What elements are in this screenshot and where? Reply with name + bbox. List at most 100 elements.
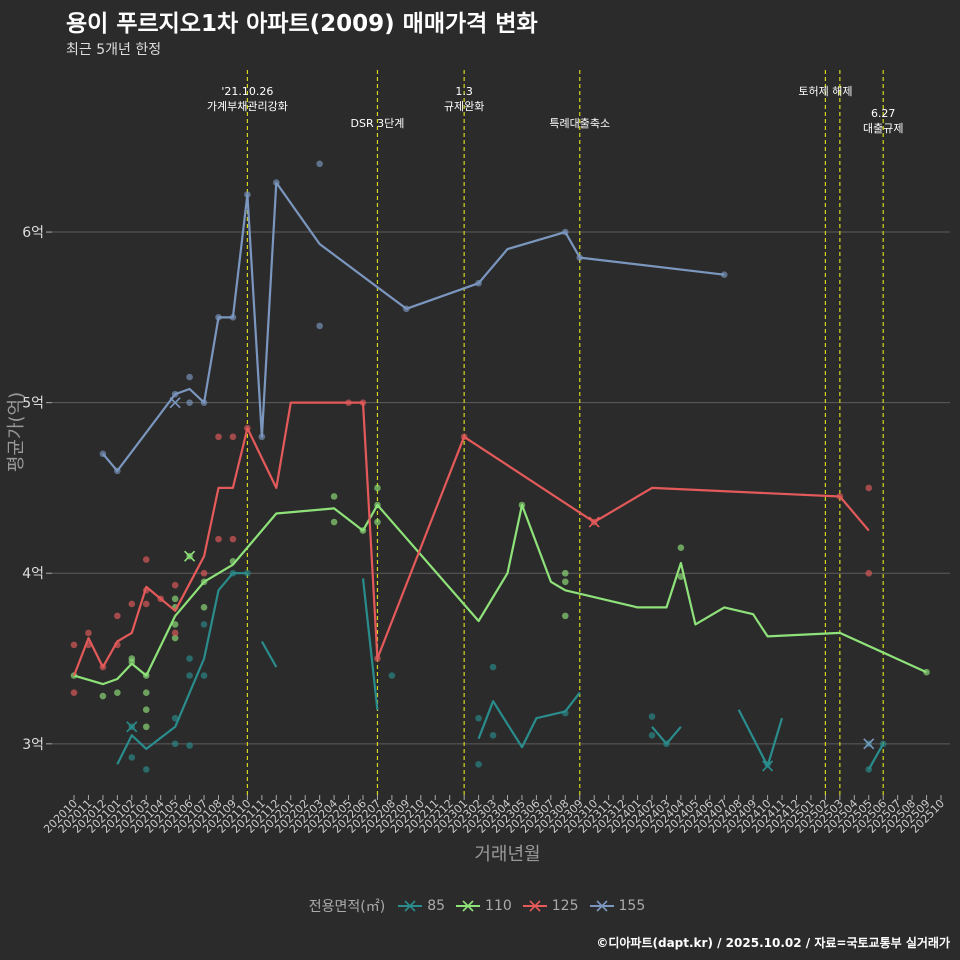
cross-marker-110: [184, 550, 196, 562]
data-point-85: [186, 672, 193, 679]
data-point-110: [142, 706, 150, 714]
series-line-155: [102, 182, 278, 472]
data-point-85: [489, 663, 497, 671]
legend-title: 전용면적(㎡): [308, 899, 386, 915]
data-point-125: [865, 484, 873, 492]
y-tick-label: 6억: [22, 225, 44, 241]
cross-marker-125: [588, 516, 600, 528]
event-label: 대출규제: [863, 122, 903, 135]
data-point-125: [70, 689, 78, 696]
data-point-85: [475, 760, 482, 768]
legend: 전용면적(㎡) 85 110 125 155: [0, 896, 960, 916]
chart-title: 용이 푸르지오1차 아파트(2009) 매매가격 변화: [66, 11, 538, 37]
cross-marker-85: [762, 760, 774, 772]
series-line-155: [275, 181, 725, 310]
data-point-110: [330, 518, 338, 526]
data-point-85: [142, 766, 150, 773]
event-label: 규제완화: [444, 100, 484, 113]
legend-swatch-icon: [589, 900, 614, 912]
series-line-85: [737, 709, 784, 768]
data-point-110: [114, 689, 121, 696]
legend-swatch-icon: [456, 900, 481, 912]
source-caption: ©디아파트(dapt.kr) / 2025.10.02 / 자료=국토교통부 실…: [596, 936, 950, 950]
legend-swatch-icon: [398, 900, 423, 912]
data-point-125: [171, 629, 179, 637]
data-point-125: [142, 556, 150, 563]
series-line-110: [73, 503, 927, 686]
data-point-125: [229, 433, 237, 441]
event-label: 특례대출축소: [549, 117, 610, 130]
data-point-110: [171, 621, 179, 628]
data-point-110: [142, 723, 150, 731]
y-tick-label: 3억: [22, 737, 44, 753]
event-label: 6.27: [871, 107, 896, 120]
cross-marker-155: [169, 397, 181, 409]
data-point-155: [186, 399, 193, 406]
data-point-125: [229, 535, 237, 543]
data-point-110: [677, 544, 685, 551]
data-point-110: [142, 689, 150, 696]
data-point-85: [171, 740, 179, 748]
series-line-85: [116, 572, 248, 765]
series-line-85: [651, 726, 682, 745]
data-point-85: [475, 714, 482, 722]
data-point-125: [215, 433, 222, 441]
data-point-85: [171, 714, 179, 722]
event-label: 가계부채관리강화: [207, 100, 288, 113]
data-point-125: [171, 581, 179, 589]
x-axis-title: 거래년월: [474, 844, 540, 865]
event-label: 1.3: [455, 85, 473, 98]
event-label: 토허제 해제: [798, 84, 852, 98]
data-point-110: [677, 573, 685, 580]
data-point-110: [99, 692, 107, 700]
data-point-110: [374, 484, 381, 492]
data-point-110: [562, 612, 569, 620]
data-point-125: [85, 629, 92, 637]
data-point-85: [388, 672, 396, 679]
data-point-85: [200, 621, 208, 628]
data-point-85: [489, 731, 497, 739]
legend-label: 155: [618, 898, 646, 914]
data-point-85: [648, 713, 656, 720]
y-tick-label: 4억: [22, 566, 44, 582]
legend-item-110: 110: [455, 898, 512, 914]
data-point-155: [316, 160, 323, 168]
data-point-85: [648, 731, 656, 739]
legend-item-155: 155: [589, 898, 646, 914]
legend-item-85: 85: [397, 898, 445, 914]
data-point-125: [200, 569, 208, 577]
chart-subtitle: 최근 5개년 한정: [66, 42, 162, 58]
data-point-85: [200, 672, 208, 679]
event-label: DSR 3단계: [351, 117, 405, 130]
legend-item-125: 125: [522, 898, 579, 914]
cross-marker-155: [863, 738, 875, 750]
data-point-110: [171, 634, 179, 642]
data-point-110: [562, 578, 569, 586]
series-line-85: [867, 743, 885, 770]
data-point-110: [330, 493, 338, 500]
data-point-85: [186, 655, 193, 662]
legend-label: 110: [485, 898, 512, 914]
data-point-85: [128, 754, 136, 761]
data-point-125: [70, 641, 78, 649]
data-point-155: [186, 373, 193, 381]
cross-marker-85: [126, 721, 138, 733]
series-line-85: [477, 691, 581, 749]
data-point-110: [562, 569, 569, 577]
legend-swatch-icon: [522, 900, 547, 912]
data-point-125: [215, 535, 222, 543]
series-line-85: [260, 640, 278, 668]
data-point-110: [374, 518, 381, 526]
series-line-85: [361, 578, 379, 710]
data-point-125: [865, 569, 873, 577]
data-point-110: [171, 595, 179, 603]
legend-label: 125: [551, 898, 579, 914]
y-tick-label: 5억: [22, 396, 44, 412]
data-point-125: [142, 600, 150, 608]
data-point-155: [316, 322, 323, 330]
series-line-125: [72, 401, 870, 676]
data-point-125: [128, 600, 136, 608]
event-label: '21.10.26: [221, 85, 273, 98]
y-axis-title: 평균가(억): [6, 392, 27, 472]
